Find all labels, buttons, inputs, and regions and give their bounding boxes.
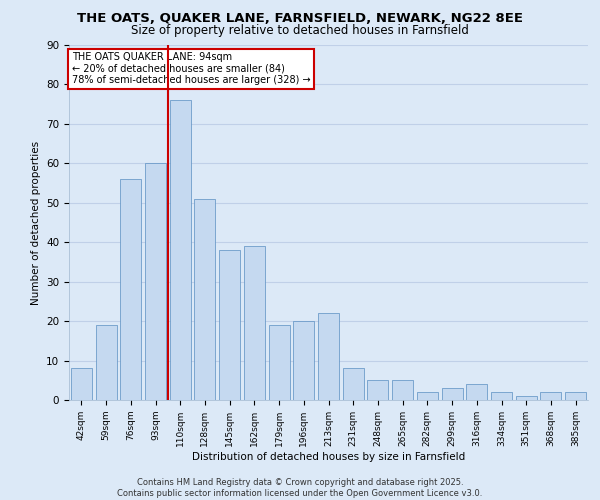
Bar (194, 199, 215, 400)
Bar (541, 392, 562, 400)
Bar (170, 100, 191, 400)
Text: THE OATS, QUAKER LANE, FARNSFIELD, NEWARK, NG22 8EE: THE OATS, QUAKER LANE, FARNSFIELD, NEWAR… (77, 12, 523, 26)
Bar (293, 321, 314, 400)
Bar (244, 246, 265, 400)
Bar (367, 380, 388, 400)
Bar (565, 392, 586, 400)
Y-axis label: Number of detached properties: Number of detached properties (31, 140, 41, 304)
Bar (120, 179, 141, 400)
Bar (95, 325, 116, 400)
Bar (417, 392, 438, 400)
Text: Contains HM Land Registry data © Crown copyright and database right 2025.
Contai: Contains HM Land Registry data © Crown c… (118, 478, 482, 498)
Bar (343, 368, 364, 400)
Bar (466, 384, 487, 400)
Bar (145, 164, 166, 400)
Bar (491, 392, 512, 400)
Bar (219, 250, 240, 400)
Text: Size of property relative to detached houses in Farnsfield: Size of property relative to detached ho… (131, 24, 469, 37)
Bar (392, 380, 413, 400)
Text: THE OATS QUAKER LANE: 94sqm
← 20% of detached houses are smaller (84)
78% of sem: THE OATS QUAKER LANE: 94sqm ← 20% of det… (71, 52, 310, 86)
Bar (269, 325, 290, 400)
X-axis label: Distribution of detached houses by size in Farnsfield: Distribution of detached houses by size … (192, 452, 465, 462)
Bar (516, 396, 537, 400)
Bar (71, 368, 92, 400)
Bar (442, 388, 463, 400)
Bar (318, 313, 339, 400)
